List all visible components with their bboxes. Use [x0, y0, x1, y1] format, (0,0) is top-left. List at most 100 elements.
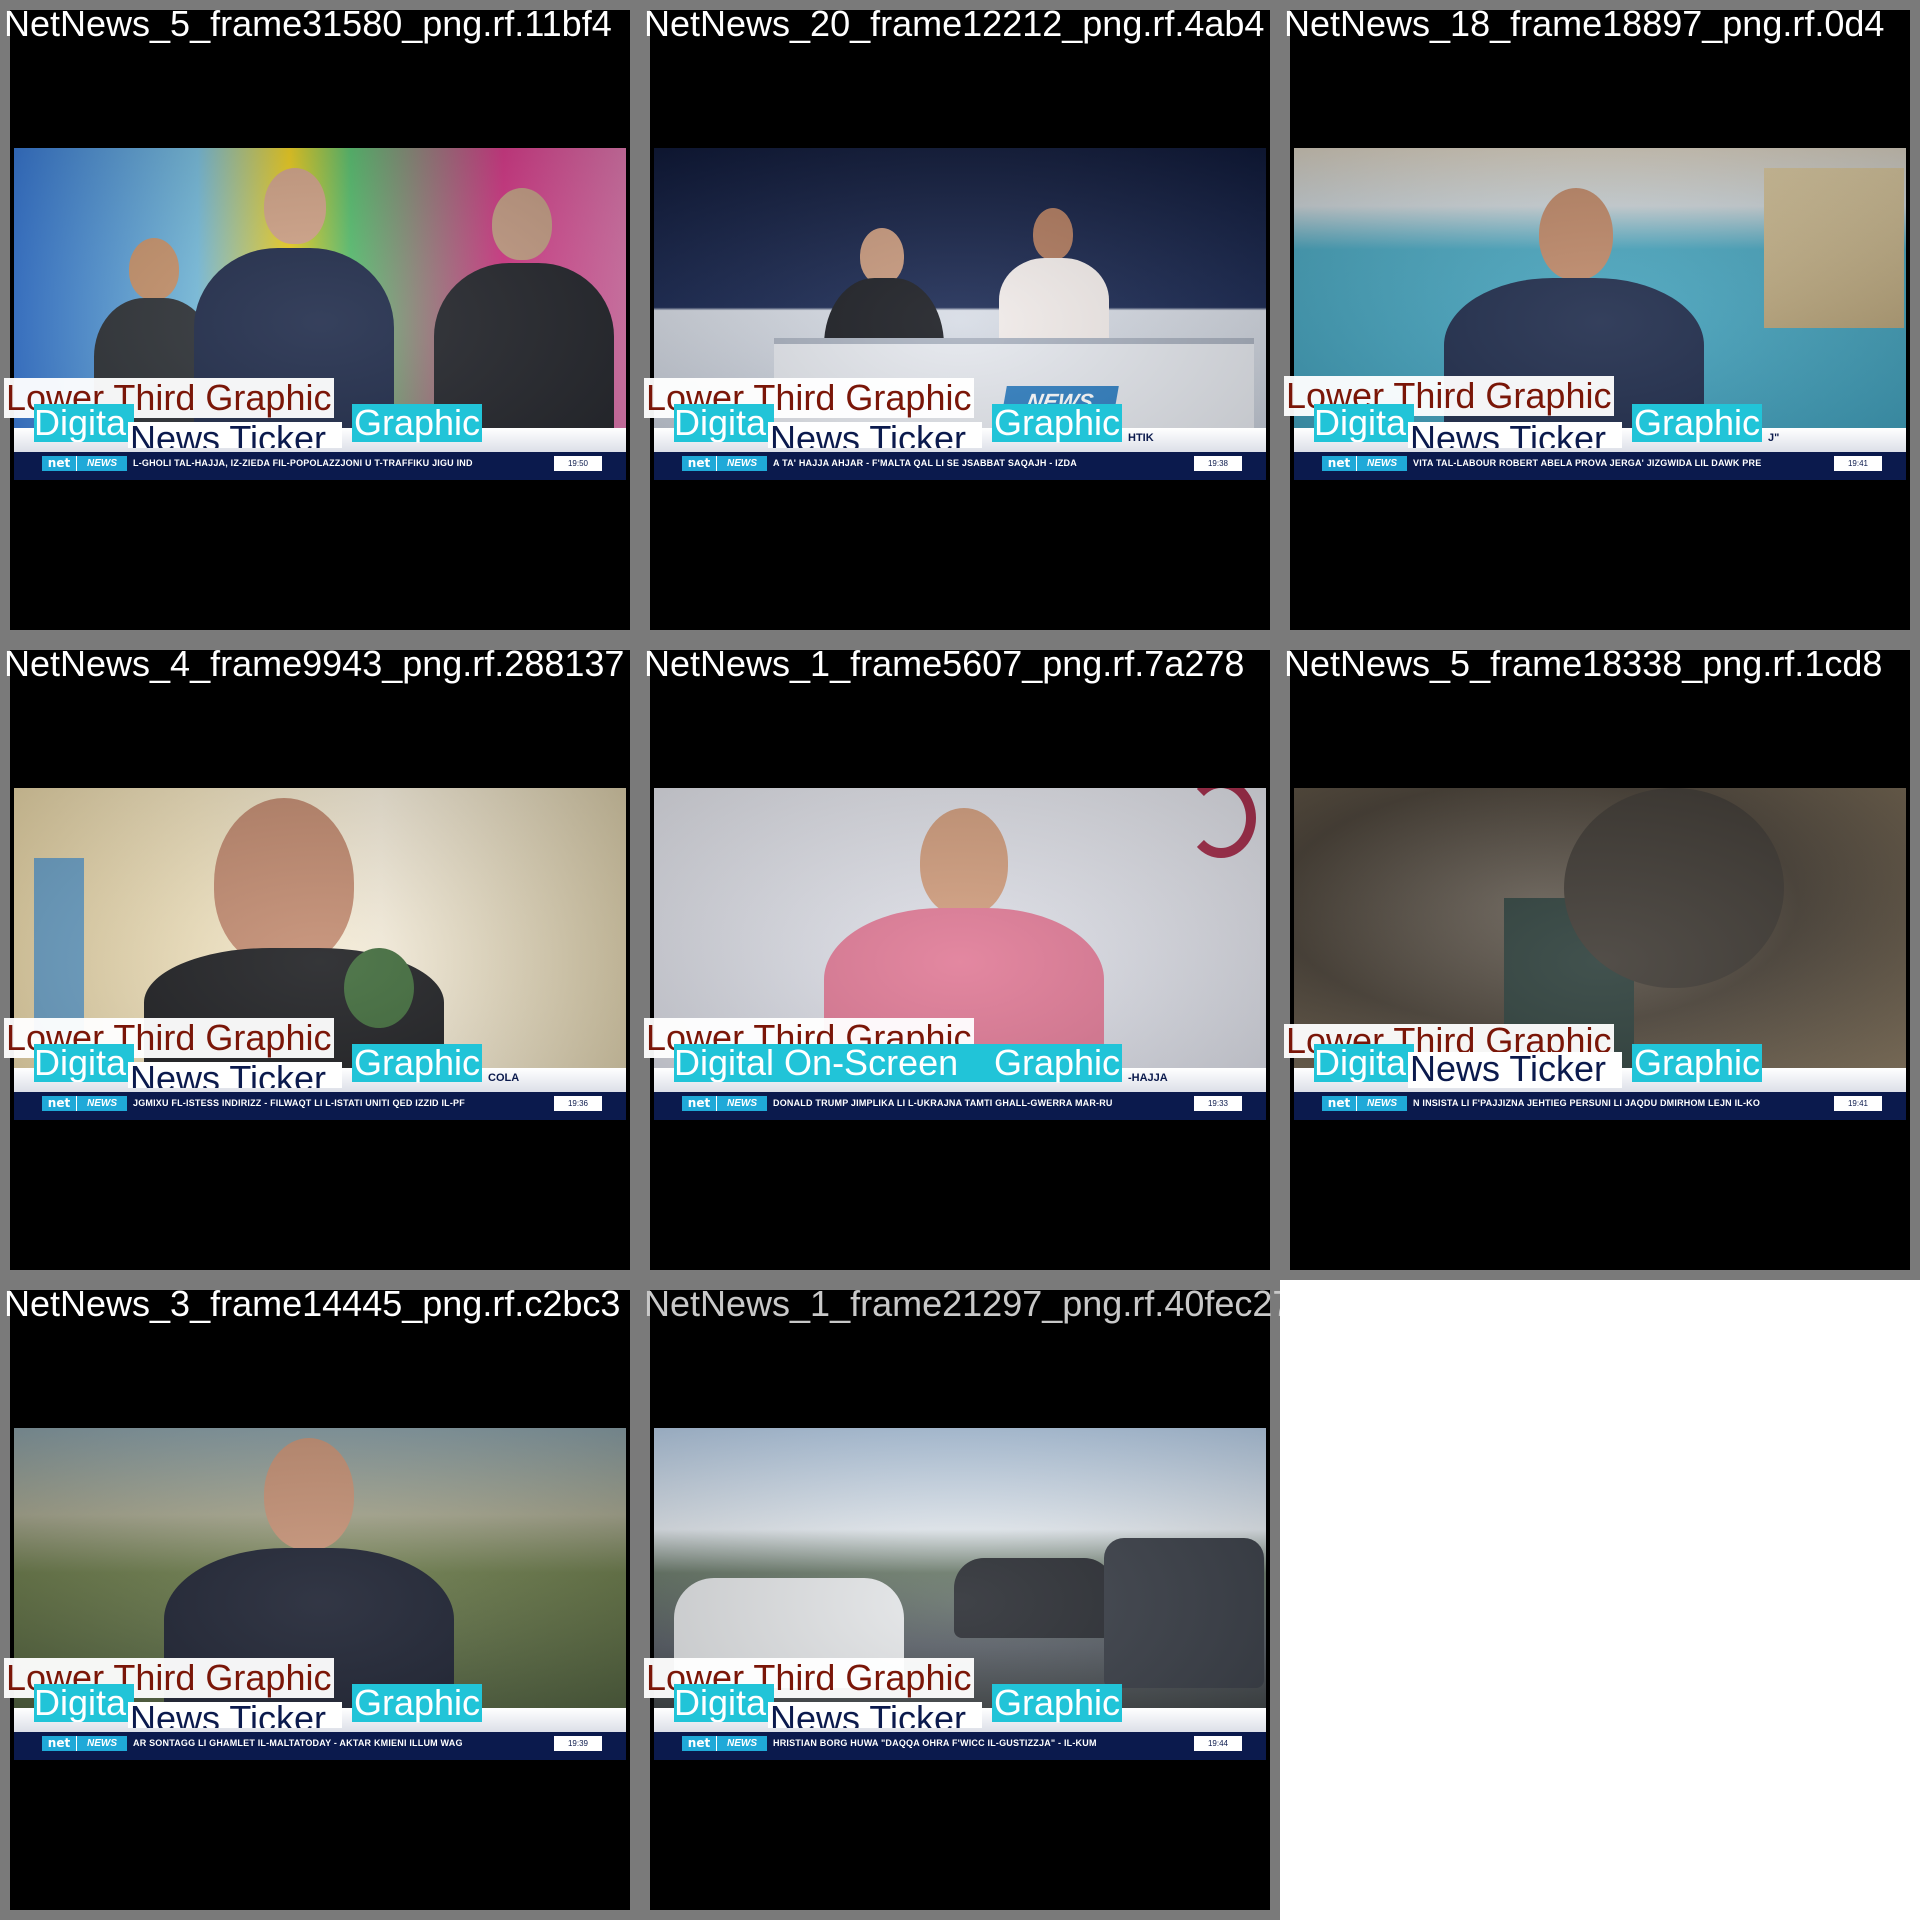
news-logo-icon: NEWS	[76, 1736, 127, 1751]
tile-1[interactable]: net NEWS L-GHOLI TAL-HAJJA, IZ-ZIEDA FIL…	[0, 0, 640, 640]
news-logo-icon: NEWS	[76, 456, 127, 471]
graphic-label: Graphic	[992, 1042, 1123, 1083]
tile-4[interactable]: COLA net NEWS JGMIXU FL-ISTESS INDIRIZZ …	[0, 640, 640, 1280]
ticker-time: 19:41	[1838, 1098, 1878, 1109]
net-logo-icon: net	[42, 1736, 76, 1751]
graphic-label: Graphic	[352, 1042, 483, 1083]
video-frame: net NEWS HRISTIAN BORG HUWA "DAQQA OHRA …	[650, 1290, 1270, 1910]
news-ticker-label: News Ticker	[768, 1702, 982, 1728]
digital-label: Digital On-Screen	[674, 1044, 992, 1082]
fortress	[1764, 168, 1904, 328]
tile-title: NetNews_5_frame18338_png.rf.1cd8	[1284, 643, 1883, 684]
ticker-text: VITA TAL-LABOUR ROBERT ABELA PROVA JERGA…	[1407, 456, 1834, 471]
tile-title: NetNews_18_frame18897_png.rf.0d4	[1284, 3, 1885, 44]
news-ticker: net NEWS N INSISTA LI F'PAJJIZNA JEHTIEG…	[1294, 1092, 1906, 1120]
graphic-label: Graphic	[1632, 1042, 1763, 1083]
tile-2[interactable]: NEWS HTIK net NEWS A TA' HAJJA AHJAR - F…	[640, 0, 1280, 640]
tile-title: NetNews_4_frame9943_png.rf.288137	[4, 643, 625, 684]
video-frame: NEWS HTIK net NEWS A TA' HAJJA AHJAR - F…	[650, 10, 1270, 630]
graphic-label: Graphic	[352, 402, 483, 443]
video-frame: -HAJJA net NEWS DONALD TRUMP JIMPLIKA LI…	[650, 650, 1270, 1270]
scene	[14, 148, 626, 438]
ticker-time: 19:38	[1198, 458, 1238, 469]
window	[34, 858, 84, 1038]
news-ticker-label: News Ticker	[128, 1062, 342, 1088]
tile-3[interactable]: J" net NEWS VITA TAL-LABOUR ROBERT ABELA…	[1280, 0, 1920, 640]
tile-5[interactable]: -HAJJA net NEWS DONALD TRUMP JIMPLIKA LI…	[640, 640, 1280, 1280]
news-logo-icon: NEWS	[1356, 456, 1407, 471]
ticker-time: 19:39	[558, 1738, 598, 1749]
ticker-text: L-GHOLI TAL-HAJJA, IZ-ZIEDA FIL-POPOLAZZ…	[127, 456, 554, 471]
net-logo-icon: net	[1322, 1096, 1356, 1111]
graphic-label: Graphic	[992, 1682, 1123, 1723]
ticker-text: JGMIXU FL-ISTESS INDIRIZZ - FILWAQT LI L…	[127, 1096, 554, 1111]
tile-title: NetNews_1_frame21297_png.rf.40fec27c775c	[644, 1283, 1280, 1324]
ticker-text: AR SONTAGG LI GHAMLET IL-MALTATODAY - AK…	[127, 1736, 554, 1751]
news-ticker: net NEWS DONALD TRUMP JIMPLIKA LI L-UKRA…	[654, 1092, 1266, 1120]
ticker-text: HRISTIAN BORG HUWA "DAQQA OHRA F'WICC IL…	[767, 1736, 1194, 1751]
ticker-text: N INSISTA LI F'PAJJIZNA JEHTIEG PERSUNI …	[1407, 1096, 1834, 1111]
ticker-header-text: -HAJJA	[1128, 1072, 1168, 1084]
video-frame: net NEWS N INSISTA LI F'PAJJIZNA JEHTIEG…	[1290, 650, 1910, 1270]
plant	[344, 948, 414, 1028]
tile-title: NetNews_20_frame12212_png.rf.4ab4	[644, 3, 1265, 44]
ticker-time: 19:50	[558, 458, 598, 469]
tile-7[interactable]: net NEWS AR SONTAGG LI GHAMLET IL-MALTAT…	[0, 1280, 640, 1920]
net-logo-icon: net	[42, 1096, 76, 1111]
graphic-label: Graphic	[1632, 402, 1763, 443]
car	[954, 1558, 1114, 1638]
ticker-header-text: COLA	[488, 1072, 520, 1084]
news-logo-icon: NEWS	[716, 1096, 767, 1111]
video-frame: net NEWS L-GHOLI TAL-HAJJA, IZ-ZIEDA FIL…	[10, 10, 630, 630]
news-ticker: net NEWS HRISTIAN BORG HUWA "DAQQA OHRA …	[654, 1732, 1266, 1760]
news-ticker-label: News Ticker	[1408, 422, 1622, 448]
digital-label: Digita	[674, 1684, 774, 1722]
digital-label: Digita	[34, 1684, 134, 1722]
ticker-time: 19:33	[1198, 1098, 1238, 1109]
news-ticker-label: News Ticker	[128, 1702, 342, 1728]
car	[1104, 1538, 1264, 1688]
digital-label: Digita	[34, 404, 134, 442]
news-ticker-label: News Ticker	[768, 422, 982, 448]
video-frame: net NEWS AR SONTAGG LI GHAMLET IL-MALTAT…	[10, 1290, 630, 1910]
news-logo-icon: NEWS	[76, 1096, 127, 1111]
ticker-time: 19:41	[1838, 458, 1878, 469]
ticker-text: DONALD TRUMP JIMPLIKA LI L-UKRAJNA TAMTI…	[767, 1096, 1194, 1111]
video-frame: J" net NEWS VITA TAL-LABOUR ROBERT ABELA…	[1290, 10, 1910, 630]
digital-label: Digita	[1314, 1044, 1414, 1082]
statue	[1564, 788, 1784, 988]
party-logo-icon	[1186, 788, 1256, 858]
tile-title: NetNews_3_frame14445_png.rf.c2bc3	[4, 1283, 621, 1324]
lower-third-label: Lower Third Graphic	[4, 378, 335, 418]
graphic-label: Graphic	[352, 1682, 483, 1723]
news-ticker: net NEWS L-GHOLI TAL-HAJJA, IZ-ZIEDA FIL…	[14, 452, 626, 480]
news-ticker: net NEWS A TA' HAJJA AHJAR - F'MALTA QAL…	[654, 452, 1266, 480]
net-logo-icon: net	[682, 456, 716, 471]
ticker-time: 19:44	[1198, 1738, 1238, 1749]
net-logo-icon: net	[1322, 456, 1356, 471]
person	[434, 188, 614, 438]
graphic-label: Graphic	[992, 402, 1123, 443]
tile-8[interactable]: net NEWS HRISTIAN BORG HUWA "DAQQA OHRA …	[640, 1280, 1280, 1920]
digital-label: Digita	[1314, 404, 1414, 442]
news-ticker: net NEWS JGMIXU FL-ISTESS INDIRIZZ - FIL…	[14, 1092, 626, 1120]
person	[999, 208, 1109, 358]
news-logo-icon: NEWS	[1356, 1096, 1407, 1111]
tile-title: NetNews_1_frame5607_png.rf.7a278	[644, 643, 1245, 684]
net-logo-icon: net	[682, 1096, 716, 1111]
news-logo-icon: NEWS	[716, 1736, 767, 1751]
news-ticker-label: News Ticker	[1408, 1052, 1622, 1088]
ticker-header-text: J"	[1768, 432, 1780, 444]
news-ticker: net NEWS VITA TAL-LABOUR ROBERT ABELA PR…	[1294, 452, 1906, 480]
ticker-header-text: HTIK	[1128, 432, 1154, 444]
digital-label: Digita	[674, 404, 774, 442]
news-ticker: net NEWS AR SONTAGG LI GHAMLET IL-MALTAT…	[14, 1732, 626, 1760]
net-logo-icon: net	[682, 1736, 716, 1751]
tile-6[interactable]: net NEWS N INSISTA LI F'PAJJIZNA JEHTIEG…	[1280, 640, 1920, 1280]
ticker-text: A TA' HAJJA AHJAR - F'MALTA QAL LI SE JS…	[767, 456, 1194, 471]
tile-title: NetNews_5_frame31580_png.rf.11bf4	[4, 3, 612, 44]
net-logo-icon: net	[42, 456, 76, 471]
news-ticker-label: News Ticker	[128, 422, 342, 448]
news-logo-icon: NEWS	[716, 456, 767, 471]
